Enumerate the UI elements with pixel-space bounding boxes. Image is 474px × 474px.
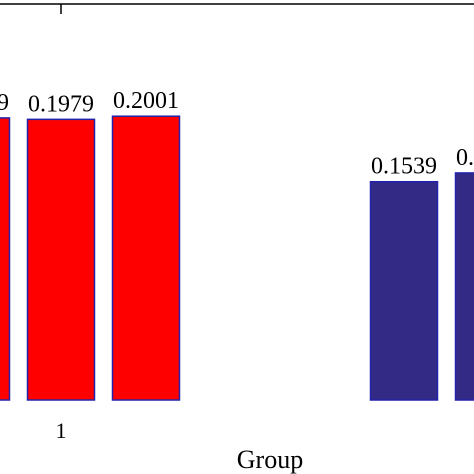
- bar: [369, 180, 439, 401]
- value-label: 0.1601: [456, 145, 474, 171]
- value-label: 0.2001: [113, 88, 179, 114]
- x-tick-label: 1: [56, 418, 67, 443]
- bar: [0, 117, 11, 401]
- plot: 1 0.1989 0.1979 0.2001 0.1539 0.1601: [0, 4, 474, 443]
- bar: [454, 172, 474, 401]
- bar: [26, 118, 96, 401]
- bar: [111, 115, 181, 401]
- value-label: 0.1989: [0, 90, 9, 116]
- value-label: 0.1979: [28, 91, 94, 117]
- value-label: 0.1539: [371, 154, 437, 180]
- x-axis-label: Group: [237, 445, 303, 474]
